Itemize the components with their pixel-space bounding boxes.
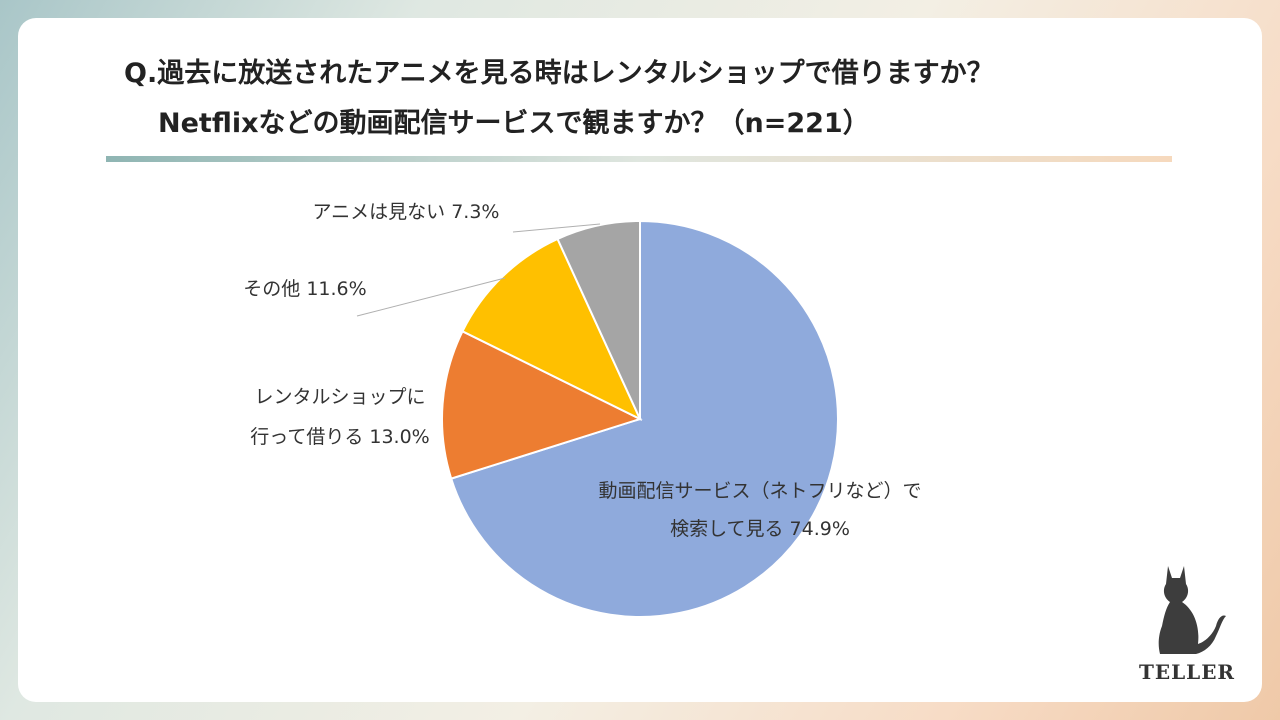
slice-label: 検索して見る 74.9% [670,518,850,540]
slice-label: アニメは見ない 7.3% [313,201,500,223]
slice-streaming [449,219,839,618]
logo-text: TELLER [1138,660,1236,684]
slice-other [461,237,643,422]
leader-line [512,223,601,233]
slice-label: 行って借りる 13.0% [250,426,429,448]
cat-icon [1158,566,1226,654]
title-divider [106,156,1172,162]
title-line-1: Q.過去に放送されたアニメを見る時はレンタルショップで借りますか？ [124,58,994,89]
slice-label: 動画配信サービス（ネトフリなど）で [598,480,921,502]
slice-no-anime [556,219,641,420]
slice-label: その他 11.6% [243,278,366,300]
slice-rental-shop [441,329,643,480]
teller-logo: TELLER [1120,556,1250,686]
slice-label: レンタルショップに [254,386,425,408]
title-line-2: Netflixなどの動画配信サービスで観ますか？（n=221） [158,108,870,139]
leader-line [356,277,506,317]
